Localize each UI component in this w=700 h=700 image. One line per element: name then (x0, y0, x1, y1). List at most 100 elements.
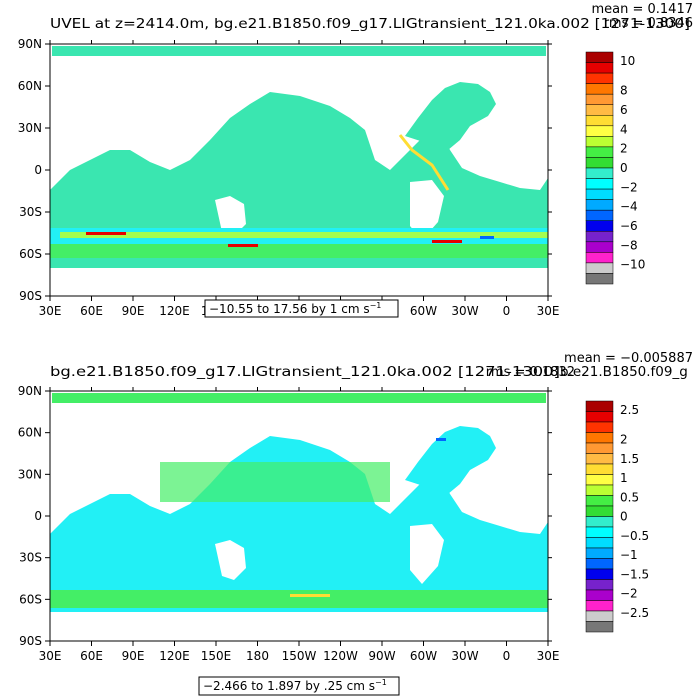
colorbar-swatch (585, 453, 614, 465)
colorbar-swatch (585, 252, 614, 264)
colorbar-swatch (585, 621, 614, 633)
panel-2-title: bg.e21.B1850.f09_g17.LIGtransient_121.0k… (50, 364, 560, 380)
lon-label: 60W (410, 304, 437, 318)
panel-2-range-label: −2.466 to 1.897 by .25 cm s−1 (198, 676, 400, 696)
colorbar-label: −10 (620, 258, 645, 272)
panel-2-title-overlap: b.e21.B1850.f09_g (560, 364, 688, 380)
colorbar-swatch (585, 411, 614, 423)
panel-1-antarctic-coast (50, 258, 548, 266)
colorbar-swatch (585, 146, 614, 158)
colorbar-swatch (585, 220, 614, 232)
colorbar-label: 10 (620, 54, 635, 68)
panel-2-green-band (160, 462, 390, 502)
colorbar-label: 2 (620, 142, 628, 156)
panel-2: mean = −0.005887 rms = 0.1832 b.e21.B185… (18, 351, 693, 696)
colorbar-label: 2 (620, 433, 628, 447)
panel-2-ocean (50, 436, 548, 612)
lon-label: 90W (368, 649, 395, 663)
colorbar-label: −8 (620, 238, 638, 252)
colorbar-swatch (585, 568, 614, 580)
panel-2-arctic (52, 393, 546, 403)
lon-label: 30E (39, 304, 62, 318)
lon-label: 0 (503, 304, 511, 318)
panel-1-rms: rms = 0.8346 (604, 16, 693, 31)
lon-label: 30E (537, 649, 560, 663)
colorbar-swatch (585, 262, 614, 274)
panel-1-range-label: −10.55 to 17.56 by 1 cm s−1 (204, 299, 399, 318)
colorbar-label: 1.5 (620, 452, 639, 466)
colorbar-swatch (585, 463, 614, 475)
colorbar-swatch (585, 589, 614, 601)
panel-1: mean = 0.1417 rms = 0.8346 UVEL at z=241… (18, 2, 693, 318)
colorbar-swatch (585, 526, 614, 538)
lon-label: 60E (80, 304, 103, 318)
lat-label: 90S (19, 289, 42, 303)
colorbar-swatch (585, 421, 614, 433)
colorbar-label: 4 (620, 122, 628, 136)
panel-1-title: UVEL at z=2414.0m, bg.e21.B1850.f09_g17.… (50, 16, 690, 32)
lon-label: 60E (80, 649, 103, 663)
panel-1-red-streak (432, 240, 462, 243)
panel-1-ocean (50, 92, 548, 268)
lon-label: 150E (201, 649, 232, 663)
colorbar-swatch (585, 199, 614, 211)
colorbar-swatch (585, 537, 614, 549)
colorbar-swatch (585, 115, 614, 127)
colorbar-swatch (585, 62, 614, 74)
colorbar-label: −6 (620, 219, 638, 233)
lat-label: 0 (34, 509, 42, 523)
lat-label: 0 (34, 163, 42, 177)
panel-1-colorbar: 10 8 6 4 2 0 −2 −4 −6 −8 −10 (585, 51, 645, 285)
colorbar-label: 0 (620, 161, 628, 175)
svg-text:−10.55 to 17.56 by 1 cm s−1: −10.55 to 17.56 by 1 cm s−1 (209, 301, 381, 316)
colorbar-swatch (585, 125, 614, 137)
lat-label: 30S (19, 205, 42, 219)
panel-1-arctic (52, 46, 546, 56)
colorbar-label: 0.5 (620, 490, 639, 504)
lon-label: 30W (451, 649, 478, 663)
colorbar-swatch (585, 209, 614, 221)
colorbar-swatch (585, 432, 614, 444)
panel-1-mean: mean = 0.1417 (591, 2, 693, 17)
colorbar-label: 2.5 (620, 403, 639, 417)
lon-label: 150W (282, 649, 317, 663)
colorbar-label: −2 (620, 180, 638, 194)
lon-label: 120W (323, 649, 358, 663)
colorbar-label: −1 (620, 548, 638, 562)
colorbar-label: 0 (620, 510, 628, 524)
lat-label: 30S (19, 551, 42, 565)
colorbar-swatch (585, 579, 614, 591)
lat-label: 90N (18, 384, 42, 398)
panel-2-yellow-streak (290, 594, 330, 597)
colorbar-swatch (585, 93, 614, 105)
panel-1-southern-green (50, 244, 548, 258)
colorbar-swatch (585, 547, 614, 559)
lat-label: 90S (19, 634, 42, 648)
colorbar-swatch (585, 136, 614, 148)
colorbar-swatch (585, 610, 614, 622)
lon-label: 60W (410, 649, 437, 663)
colorbar-swatch (585, 558, 614, 570)
colorbar-swatch (585, 505, 614, 517)
colorbar-swatch (585, 51, 614, 63)
panel-1-blue-streak (480, 236, 494, 239)
colorbar-swatch (585, 442, 614, 454)
panel-1-red-streak (228, 244, 258, 247)
lat-label: 90N (18, 37, 42, 51)
panel-2-map (50, 391, 548, 641)
lat-label: 30N (18, 467, 42, 481)
panel-2-blue-streak (436, 438, 446, 441)
panel-1-coast-current (398, 134, 450, 191)
lon-label: 30E (537, 304, 560, 318)
lat-label: 30N (18, 121, 42, 135)
panel-2-rms: rms = 0.1832 (486, 365, 575, 380)
colorbar-swatch (585, 231, 614, 243)
colorbar-swatch (585, 600, 614, 612)
panel-1-red-streak (86, 232, 126, 235)
panel-2-mean: mean = −0.005887 (564, 351, 693, 366)
lat-label: 60S (19, 247, 42, 261)
lon-label: 30E (39, 649, 62, 663)
colorbar-label: −0.5 (620, 529, 649, 543)
lon-label: 30W (451, 304, 478, 318)
